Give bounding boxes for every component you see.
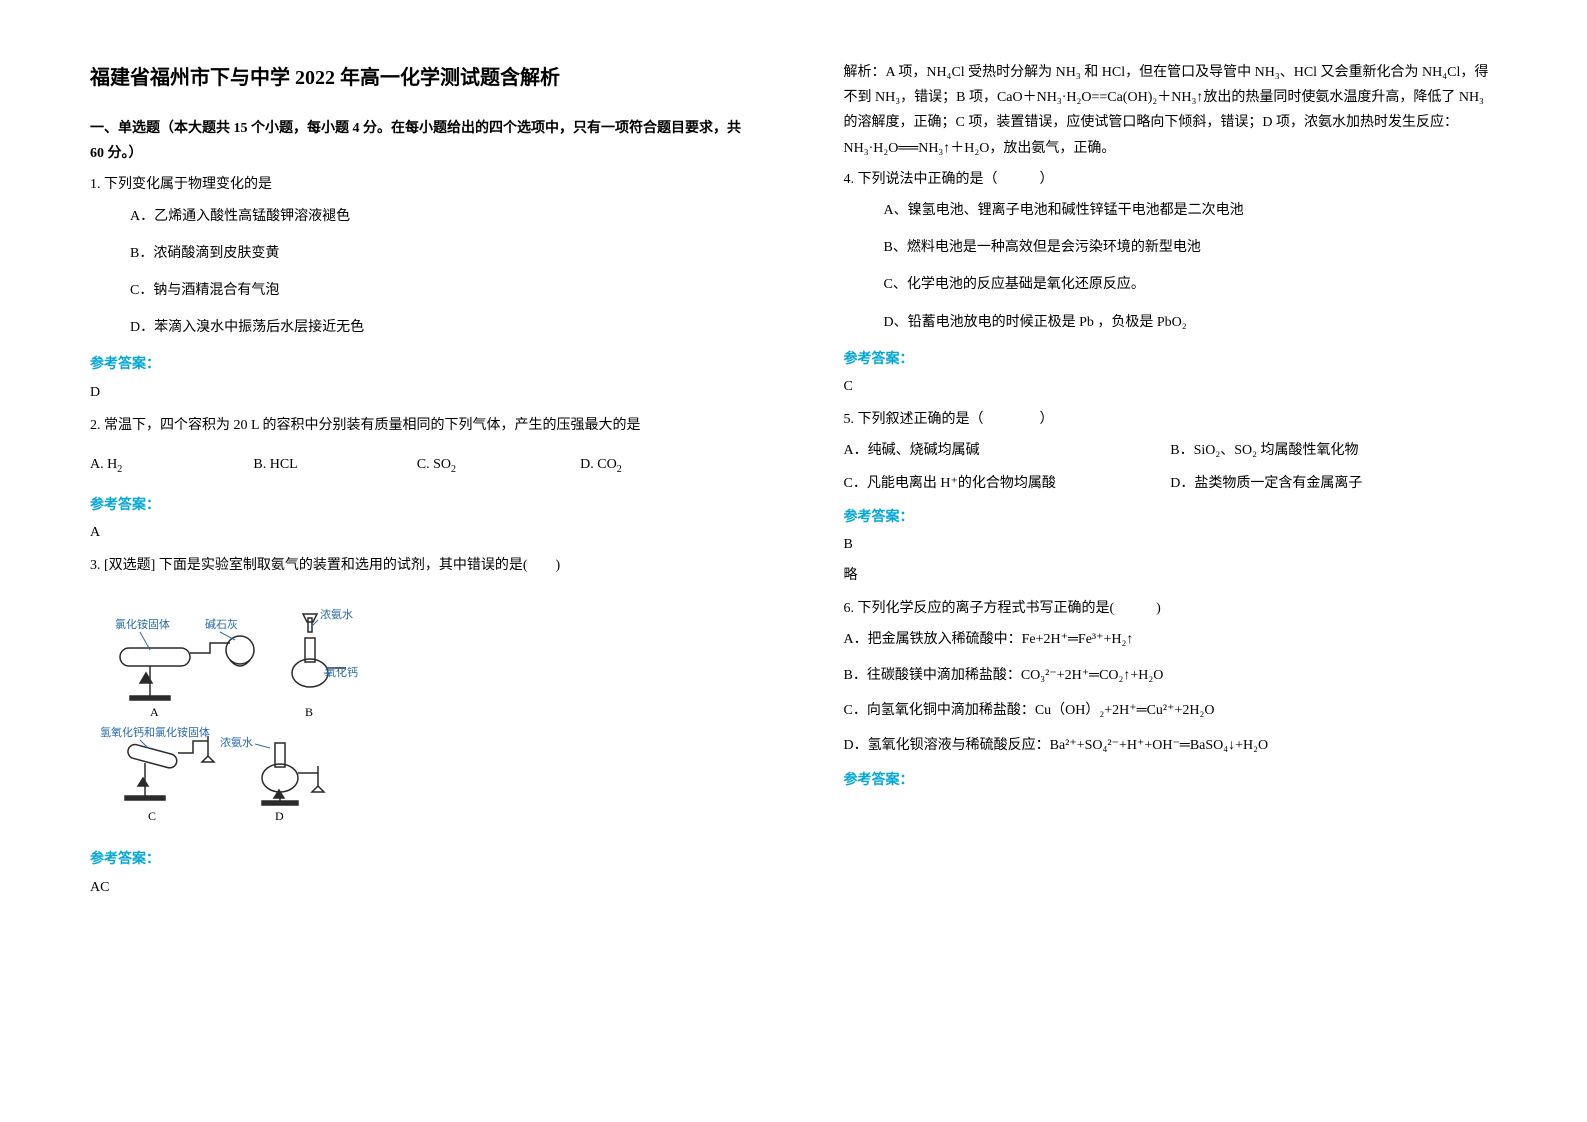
q1-opt-a: A．乙烯通入酸性高锰酸钾溶液褪色 xyxy=(130,204,744,229)
q4-stem: 4. 下列说法中正确的是（ ） xyxy=(844,167,1498,192)
q4-opt-c: C、化学电池的反应基础是氧化还原反应。 xyxy=(884,272,1498,297)
right-column: 解析：A 项，NH₄Cl 受热时分解为 NH₃ 和 HCl，但在管口及导管中 N… xyxy=(794,0,1587,1122)
label-cao: 氧化钙 xyxy=(325,665,358,679)
q5-note: 略 xyxy=(844,563,1498,588)
q5-answer-label: 参考答案： xyxy=(844,505,1498,530)
q5-answer: B xyxy=(844,532,1498,557)
q3-diagram: 氯化铵固体 碱石灰 A 浓氨水 氧化钙 B xyxy=(90,588,370,828)
q6-opt-b: B．往碳酸镁中滴加稀盐酸：CO₃²⁻+2H⁺═CO₂↑+H₂O xyxy=(844,663,1498,688)
q2-opt-a: A. H2 xyxy=(90,452,253,479)
label-nh4cl: 氯化铵固体 xyxy=(115,617,170,631)
q5-opt-a: A．纯碱、烧碱均属碱 xyxy=(844,438,1171,463)
q6-opt-c: C．向氢氧化铜中滴加稀盐酸：Cu（OH）₂+2H⁺═Cu²⁺+2H₂O xyxy=(844,698,1498,723)
q2-opt-b: B. HCL xyxy=(253,452,416,479)
q5-stem: 5. 下列叙述正确的是（ ） xyxy=(844,407,1498,432)
question-3: 3. [双选题] 下面是实验室制取氨气的装置和选用的试剂，其中错误的是( ) 氯… xyxy=(90,553,744,900)
q5-options: A．纯碱、烧碱均属碱 B．SiO₂、SO₂ 均属酸性氧化物 C．凡能电离出 H⁺… xyxy=(844,438,1498,496)
label-caoh: 氢氧化钙和氯化铵固体 xyxy=(100,725,210,739)
label-D: D xyxy=(275,809,284,823)
label-B: B xyxy=(305,705,313,719)
section-header: 一、单选题（本大题共 15 个小题，每小题 4 分。在每小题给出的四个选项中，只… xyxy=(90,116,744,166)
q5-opt-c: C．凡能电离出 H⁺的化合物均属酸 xyxy=(844,471,1171,496)
q4-options: A、镍氢电池、锂离子电池和碱性锌锰干电池都是二次电池 B、燃料电池是一种高效但是… xyxy=(844,198,1498,335)
q1-stem: 1. 下列变化属于物理变化的是 xyxy=(90,172,744,197)
q2-answer: A xyxy=(90,520,744,545)
q3-answer-label: 参考答案： xyxy=(90,847,744,872)
question-6: 6. 下列化学反应的离子方程式书写正确的是( ) A．把金属铁放入稀硫酸中：Fe… xyxy=(844,596,1498,793)
q6-opt-d: D．氢氧化钡溶液与稀硫酸反应：Ba²⁺+SO₄²⁻+H⁺+OH⁻═BaSO₄↓+… xyxy=(844,733,1498,758)
q1-opt-d: D．苯滴入溴水中振荡后水层接近无色 xyxy=(130,315,744,340)
q2-opt-d: D. CO2 xyxy=(580,452,743,479)
q5-opt-b: B．SiO₂、SO₂ 均属酸性氧化物 xyxy=(1170,438,1497,463)
q2-answer-label: 参考答案： xyxy=(90,493,744,518)
label-nh3h2o-d: 浓氨水 xyxy=(220,736,253,749)
label-A: A xyxy=(150,705,159,719)
q4-answer: C xyxy=(844,374,1498,399)
q5-opt-d: D．盐类物质一定含有金属离子 xyxy=(1170,471,1497,496)
q6-stem: 6. 下列化学反应的离子方程式书写正确的是( ) xyxy=(844,596,1498,621)
q1-answer: D xyxy=(90,380,744,405)
page-title: 福建省福州市下与中学 2022 年高一化学测试题含解析 xyxy=(90,60,744,96)
question-2: 2. 常温下，四个容积为 20 L 的容积中分别装有质量相同的下列气体，产生的压… xyxy=(90,413,744,545)
q6-answer-label: 参考答案： xyxy=(844,768,1498,793)
q2-options: A. H2 B. HCL C. SO2 D. CO2 xyxy=(90,452,744,479)
q4-opt-d: D、铅蓄电池放电的时候正极是 Pb ，负极是 PbO₂ xyxy=(884,310,1498,335)
q1-opt-c: C．钠与酒精混合有气泡 xyxy=(130,278,744,303)
label-lime: 碱石灰 xyxy=(205,617,238,631)
q4-opt-b: B、燃料电池是一种高效但是会污染环境的新型电池 xyxy=(884,235,1498,260)
q1-opt-b: B．浓硝酸滴到皮肤变黄 xyxy=(130,241,744,266)
q6-options: A．把金属铁放入稀硫酸中：Fe+2H⁺═Fe³⁺+H₂↑ B．往碳酸镁中滴加稀盐… xyxy=(844,627,1498,758)
q3-stem: 3. [双选题] 下面是实验室制取氨气的装置和选用的试剂，其中错误的是( ) xyxy=(90,553,744,578)
q3-answer: AC xyxy=(90,875,744,900)
q1-options: A．乙烯通入酸性高锰酸钾溶液褪色 B．浓硝酸滴到皮肤变黄 C．钠与酒精混合有气泡… xyxy=(90,204,744,341)
q4-answer-label: 参考答案： xyxy=(844,347,1498,372)
q2-stem: 2. 常温下，四个容积为 20 L 的容积中分别装有质量相同的下列气体，产生的压… xyxy=(90,413,744,438)
q6-opt-a: A．把金属铁放入稀硫酸中：Fe+2H⁺═Fe³⁺+H₂↑ xyxy=(844,627,1498,652)
label-C: C xyxy=(148,809,156,823)
question-4: 4. 下列说法中正确的是（ ） A、镍氢电池、锂离子电池和碱性锌锰干电池都是二次… xyxy=(844,167,1498,399)
q4-opt-a: A、镍氢电池、锂离子电池和碱性锌锰干电池都是二次电池 xyxy=(884,198,1498,223)
q2-opt-c: C. SO2 xyxy=(417,452,580,479)
q3-analysis: 解析：A 项，NH₄Cl 受热时分解为 NH₃ 和 HCl，但在管口及导管中 N… xyxy=(844,60,1498,161)
label-nh3h2o-b: 浓氨水 xyxy=(320,608,353,621)
question-1: 1. 下列变化属于物理变化的是 A．乙烯通入酸性高锰酸钾溶液褪色 B．浓硝酸滴到… xyxy=(90,172,744,404)
question-5: 5. 下列叙述正确的是（ ） A．纯碱、烧碱均属碱 B．SiO₂、SO₂ 均属酸… xyxy=(844,407,1498,588)
q1-answer-label: 参考答案： xyxy=(90,352,744,377)
left-column: 福建省福州市下与中学 2022 年高一化学测试题含解析 一、单选题（本大题共 1… xyxy=(0,0,794,1122)
